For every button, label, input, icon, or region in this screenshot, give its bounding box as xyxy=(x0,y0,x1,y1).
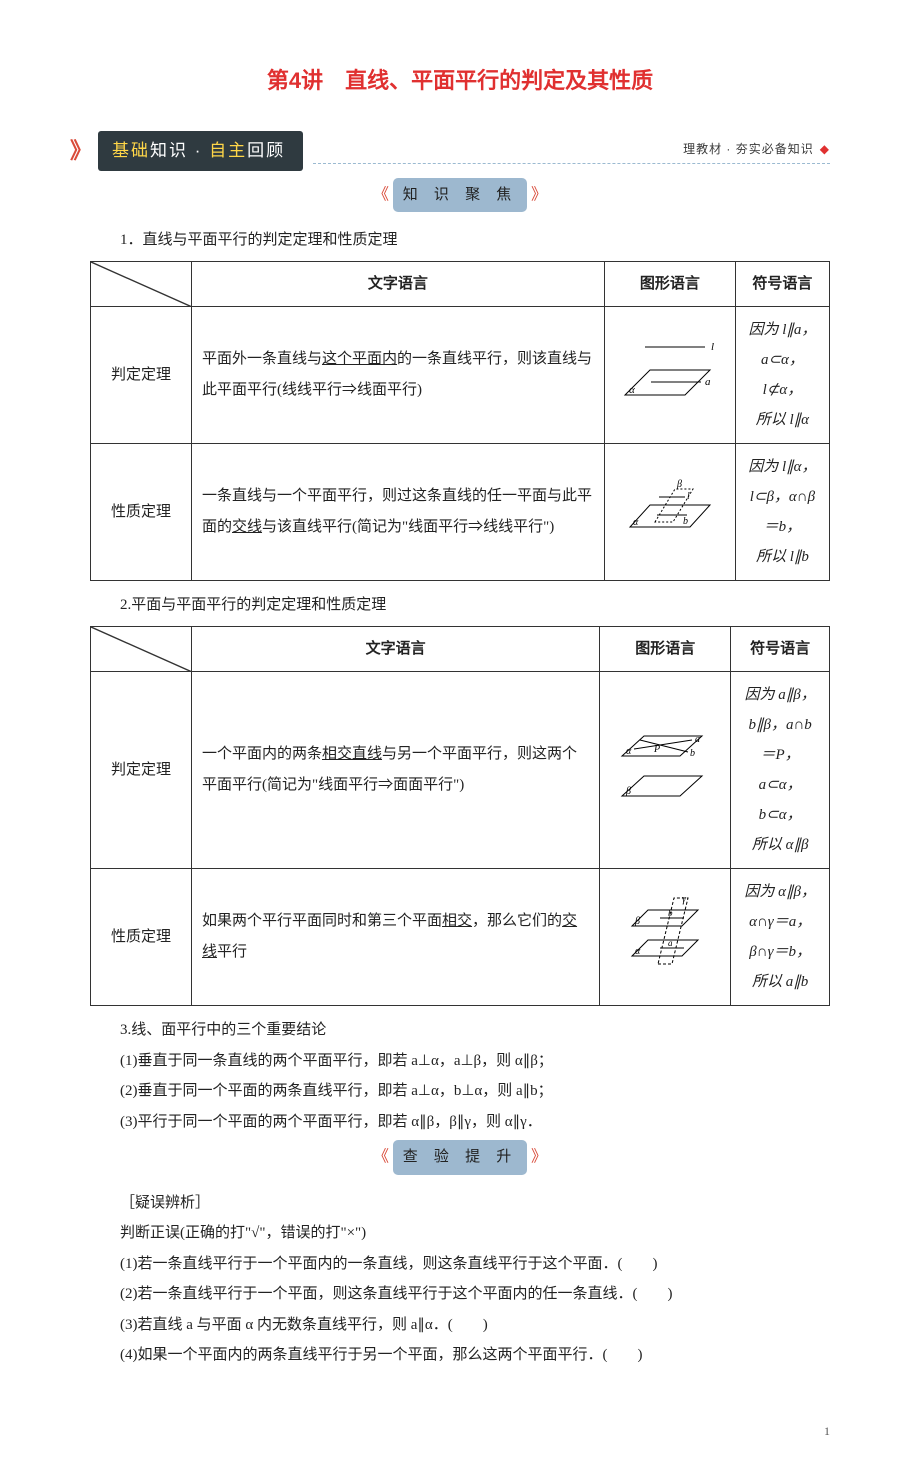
cell-text: 平面外一条直线与这个平面内的一条直线平行，则该直线与此平面平行(线线平行⇒线面平… xyxy=(192,307,605,444)
svg-text:a: a xyxy=(705,376,711,388)
svg-text:l: l xyxy=(711,341,714,353)
cell-symbol: 因为 a∥β， b∥β，a∩b＝P， a⊂α，b⊂α， 所以 α∥β xyxy=(731,672,830,869)
row-label: 判定定理 xyxy=(91,672,192,869)
svg-text:P: P xyxy=(653,744,660,755)
quiz-item-1: (1)若一条直线平行于一个平面内的一条直线，则这条直线平行于这个平面．( ) xyxy=(90,1250,830,1279)
section3-heading: 3.线、面平行中的三个重要结论 xyxy=(90,1016,830,1045)
table-row: 判定定理 平面外一条直线与这个平面内的一条直线平行，则该直线与此平面平行(线线平… xyxy=(91,307,830,444)
diagonal-header xyxy=(91,261,192,307)
col-text-lang: 文字语言 xyxy=(192,626,600,672)
tagline: 理教材 · 夯实必备知识◆ xyxy=(313,138,830,164)
angle-left-icon: 《 xyxy=(373,1148,389,1165)
col-symbol-lang: 符号语言 xyxy=(731,626,830,672)
table-row: 文字语言 图形语言 符号语言 xyxy=(91,261,830,307)
quiz-item-4: (4)如果一个平面内的两条直线平行于另一个平面，那么这两个平面平行．( ) xyxy=(90,1341,830,1370)
col-text-lang: 文字语言 xyxy=(192,261,605,307)
row-label: 性质定理 xyxy=(91,869,192,1006)
svg-text:α: α xyxy=(629,384,635,396)
cell-figure: l b α β xyxy=(604,444,735,581)
row-label: 判定定理 xyxy=(91,307,192,444)
table-row: 文字语言 图形语言 符号语言 xyxy=(91,626,830,672)
table-row: 性质定理 如果两个平行平面同时和第三个平面相交，那么它们的交线平行 β α γ … xyxy=(91,869,830,1006)
pill-row-1: 《 知 识 聚 焦 》 xyxy=(90,178,830,213)
section1-heading: 1．直线与平面平行的判定定理和性质定理 xyxy=(90,226,830,255)
two-planes-icon: a b P α β xyxy=(610,726,720,815)
chevron-icon: 》 xyxy=(70,130,92,172)
col-figure-lang: 图形语言 xyxy=(604,261,735,307)
quiz-heading: ［疑误辨析］ xyxy=(90,1189,830,1218)
section-banner: 》 基础知识 · 自主回顾 理教材 · 夯实必备知识◆ xyxy=(70,130,830,172)
quiz-item-3: (3)若直线 a 与平面 α 内无数条直线平行，则 a∥α．( ) xyxy=(90,1311,830,1340)
svg-text:b: b xyxy=(690,748,695,759)
plane-line-icon: l a α xyxy=(615,335,725,416)
angle-right-icon: 》 xyxy=(531,186,547,203)
three-planes-icon: β α γ b a xyxy=(610,892,720,983)
conclusion-2: (2)垂直于同一个平面的两条直线平行，即若 a⊥α，b⊥α，则 a∥b； xyxy=(90,1077,830,1106)
page-number: 1 xyxy=(90,1420,830,1443)
diamond-icon: ◆ xyxy=(820,142,830,156)
cell-text: 一个平面内的两条相交直线与另一个平面平行，则这两个平面平行(简记为"线面平行⇒面… xyxy=(192,672,600,869)
svg-text:b: b xyxy=(668,908,673,918)
cell-figure: a b P α β xyxy=(600,672,731,869)
table-2: 文字语言 图形语言 符号语言 判定定理 一个平面内的两条相交直线与另一个平面平行… xyxy=(90,626,830,1007)
svg-text:α: α xyxy=(626,746,632,757)
diagonal-header xyxy=(91,626,192,672)
table-1: 文字语言 图形语言 符号语言 判定定理 平面外一条直线与这个平面内的一条直线平行… xyxy=(90,261,830,582)
svg-text:β: β xyxy=(676,479,682,490)
cell-symbol: 因为 α∥β， α∩γ＝a， β∩γ＝b， 所以 a∥b xyxy=(731,869,830,1006)
cell-figure: β α γ b a xyxy=(600,869,731,1006)
section2-heading: 2.平面与平面平行的判定定理和性质定理 xyxy=(90,591,830,620)
svg-text:β: β xyxy=(625,786,631,797)
row-label: 性质定理 xyxy=(91,444,192,581)
cell-symbol: 因为 l∥α， l⊂β，α∩β＝b， 所以 l∥b xyxy=(735,444,829,581)
svg-text:a: a xyxy=(668,938,673,948)
svg-text:b: b xyxy=(683,516,688,527)
angle-left-icon: 《 xyxy=(373,186,389,203)
conclusion-1: (1)垂直于同一条直线的两个平面平行，即若 a⊥α，a⊥β，则 α∥β； xyxy=(90,1047,830,1076)
table-row: 性质定理 一条直线与一个平面平行，则过这条直线的任一平面与此平面的交线与该直线平… xyxy=(91,444,830,581)
cell-text: 如果两个平行平面同时和第三个平面相交，那么它们的交线平行 xyxy=(192,869,600,1006)
table-row: 判定定理 一个平面内的两条相交直线与另一个平面平行，则这两个平面平行(简记为"线… xyxy=(91,672,830,869)
quiz-instruction: 判断正误(正确的打"√"，错误的打"×") xyxy=(90,1219,830,1248)
svg-text:l: l xyxy=(687,491,690,502)
svg-text:α: α xyxy=(633,517,639,528)
col-symbol-lang: 符号语言 xyxy=(735,261,829,307)
cell-figure: l a α xyxy=(604,307,735,444)
pill-check: 查 验 提 升 xyxy=(393,1140,528,1175)
svg-text:α: α xyxy=(635,946,641,957)
svg-text:β: β xyxy=(634,916,640,927)
quiz-item-2: (2)若一条直线平行于一个平面，则这条直线平行于这个平面内的任一条直线．( ) xyxy=(90,1280,830,1309)
pill-knowledge: 知 识 聚 焦 xyxy=(393,178,528,213)
page-title: 第4讲 直线、平面平行的判定及其性质 xyxy=(90,60,830,102)
pill-row-2: 《 查 验 提 升 》 xyxy=(90,1140,830,1175)
angle-right-icon: 》 xyxy=(531,1148,547,1165)
cell-text: 一条直线与一个平面平行，则过这条直线的任一平面与此平面的交线与该直线平行(简记为… xyxy=(192,444,605,581)
cell-symbol: 因为 l∥a， a⊂α，l⊄α， 所以 l∥α xyxy=(735,307,829,444)
plane-intersect-icon: l b α β xyxy=(615,477,725,548)
conclusion-3: (3)平行于同一个平面的两个平面平行，即若 α∥β，β∥γ，则 α∥γ． xyxy=(90,1108,830,1137)
svg-text:a: a xyxy=(695,734,700,745)
col-figure-lang: 图形语言 xyxy=(600,626,731,672)
banner-label: 基础知识 · 自主回顾 xyxy=(98,131,303,171)
